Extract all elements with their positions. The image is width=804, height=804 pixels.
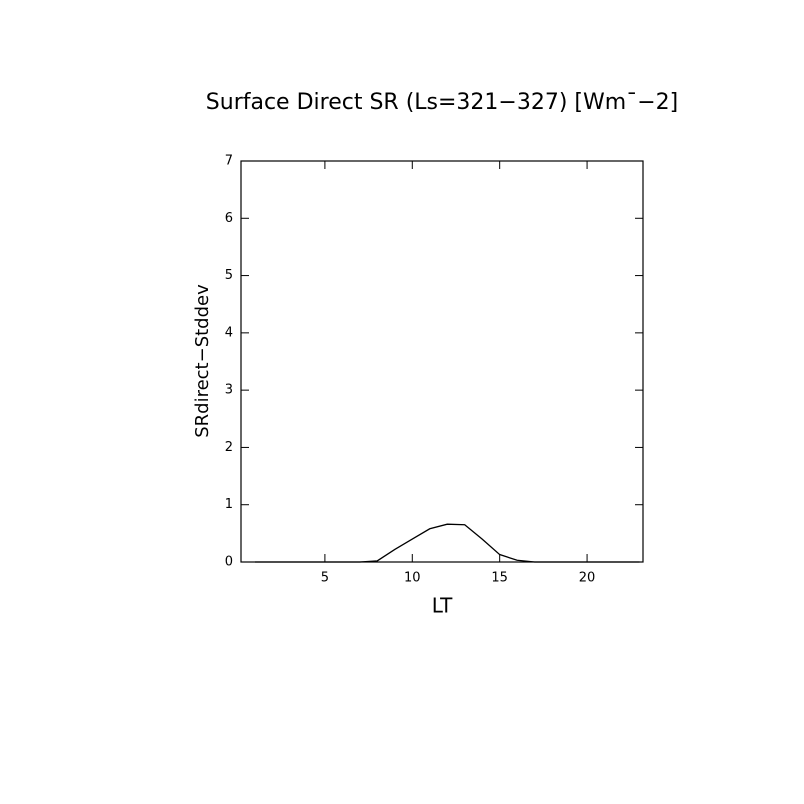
y-tick-label: 5 bbox=[225, 268, 233, 283]
y-tick-label: 7 bbox=[225, 154, 233, 169]
y-tick-label: 4 bbox=[225, 325, 233, 340]
y-tick-label: 0 bbox=[225, 555, 233, 570]
chart-title: Surface Direct SR (Ls=321−327) [Wm¯−2] bbox=[206, 90, 678, 115]
y-tick-label: 1 bbox=[225, 497, 233, 512]
plot-frame bbox=[240, 160, 644, 563]
y-axis-label: SRdirect−Stddev bbox=[192, 284, 213, 438]
y-tick-label: 2 bbox=[225, 440, 233, 455]
x-tick-label: 15 bbox=[491, 571, 508, 586]
y-tick-label: 6 bbox=[225, 211, 233, 226]
data-line bbox=[254, 523, 640, 563]
x-tick-label: 10 bbox=[404, 571, 421, 586]
x-tick-label: 5 bbox=[321, 571, 329, 586]
x-tick-label: 20 bbox=[579, 571, 596, 586]
x-axis-label: LT bbox=[432, 594, 453, 618]
y-tick-label: 3 bbox=[225, 383, 233, 398]
